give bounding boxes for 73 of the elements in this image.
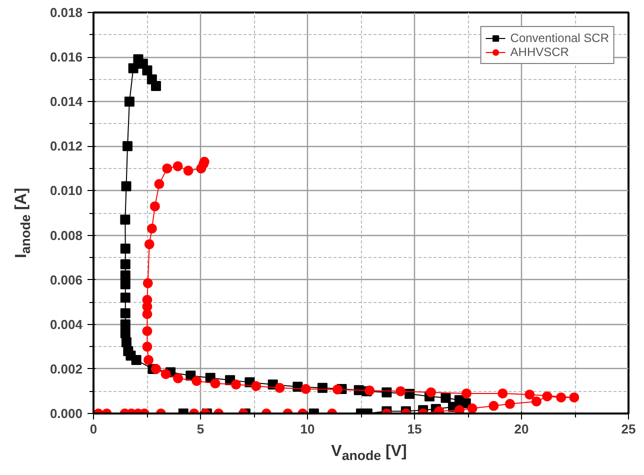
point: [142, 294, 152, 305]
point: [556, 392, 566, 402]
point: [120, 259, 130, 270]
point: [467, 403, 478, 414]
point: [128, 63, 138, 74]
point: [172, 161, 183, 172]
point: [569, 392, 580, 402]
y-tick-label: 0.000: [50, 406, 83, 421]
point: [120, 319, 130, 330]
y-tick-label: 0.010: [50, 183, 83, 198]
y-tick-label: 0.002: [50, 361, 83, 376]
point: [120, 279, 130, 290]
point: [120, 214, 130, 225]
point: [498, 388, 508, 398]
y-tick-label: 0.004: [50, 316, 84, 332]
point: [462, 388, 472, 398]
point: [531, 396, 542, 406]
y-tick-label: 0.006: [50, 272, 83, 288]
point: [332, 384, 342, 394]
point: [542, 391, 552, 402]
x-tick-label: 15: [407, 422, 422, 436]
y-tick-label: 0.014: [50, 94, 84, 110]
point: [120, 328, 130, 338]
point: [142, 326, 152, 336]
point: [142, 65, 152, 76]
point: [124, 96, 134, 107]
point: [396, 386, 406, 396]
y-tick-label: 0.012: [50, 138, 83, 154]
x-tick-label: 0: [90, 422, 98, 436]
point: [426, 387, 436, 398]
point: [231, 380, 242, 390]
legend-label: AHHVSCR: [510, 45, 569, 59]
point: [122, 141, 133, 152]
point: [440, 392, 451, 403]
y-tick-label: 0.018: [50, 5, 83, 20]
point: [524, 390, 535, 400]
y-tick-label: 0.016: [50, 50, 83, 65]
point: [120, 244, 130, 254]
point: [120, 270, 130, 280]
point: [120, 292, 130, 303]
point: [144, 239, 154, 250]
legend-label: Conventional SCR: [510, 31, 609, 45]
point: [120, 308, 130, 318]
x-tick-label: 5: [196, 422, 204, 436]
point: [488, 400, 499, 411]
point: [144, 355, 154, 366]
point: [251, 381, 262, 392]
point: [210, 378, 220, 388]
x-axis-title: V$_{anode}$ [V]: [331, 442, 407, 466]
point: [504, 398, 515, 409]
point: [274, 382, 285, 393]
point: [150, 201, 160, 212]
point: [160, 369, 171, 380]
point: [150, 364, 161, 374]
point: [146, 224, 157, 234]
x-tick-label: 20: [514, 422, 529, 436]
point: [142, 278, 153, 288]
point: [142, 342, 152, 352]
x-tick-label: 25: [621, 422, 636, 436]
point: [183, 166, 194, 176]
point: [121, 181, 132, 192]
point: [454, 395, 464, 406]
point: [192, 376, 202, 386]
point: [150, 81, 161, 92]
y-tick-label: 0.008: [50, 228, 83, 243]
point: [162, 163, 172, 174]
point: [454, 405, 464, 414]
x-tick-label: 10: [300, 422, 315, 436]
point: [173, 373, 184, 384]
point: [154, 179, 164, 190]
point: [123, 346, 134, 356]
point: [364, 386, 375, 396]
point: [300, 384, 311, 394]
